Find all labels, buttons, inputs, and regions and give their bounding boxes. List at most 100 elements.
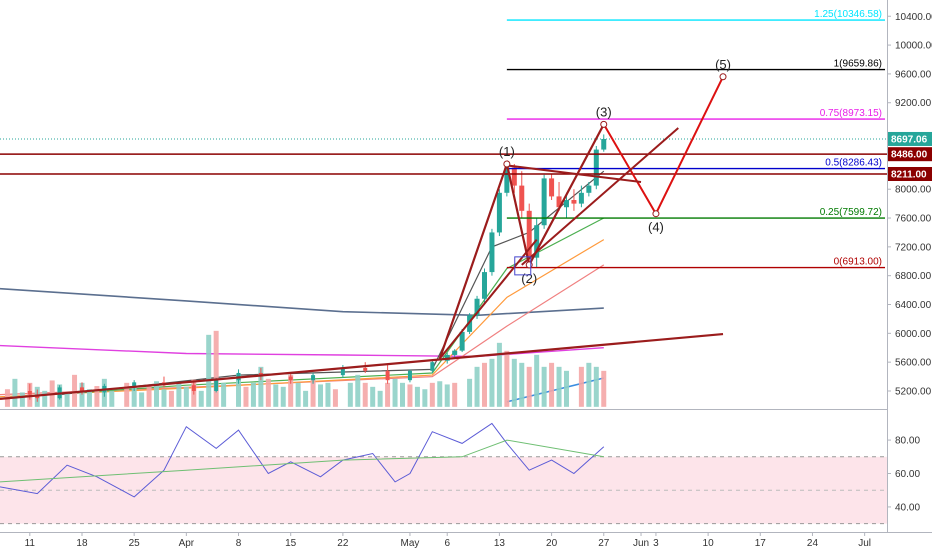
- price-axis[interactable]: 5200.00 5600.00 6000.00 6400.00 6800.00 7200.…: [887, 12, 932, 398]
- grid-lines: [0, 456, 887, 525]
- volume-bar: [452, 382, 458, 407]
- volume-bar: [325, 382, 331, 407]
- candle-body: [311, 375, 316, 381]
- price-tag-label: 8486.00: [891, 150, 928, 161]
- candle-body: [340, 367, 345, 376]
- volume-bar: [86, 389, 92, 407]
- wedge-lower-line: [521, 127, 679, 266]
- candle-body: [132, 382, 137, 386]
- rsi-line: [0, 422, 605, 498]
- wave-label: (3): [596, 104, 612, 119]
- wave-label: (4): [648, 220, 664, 235]
- price-tick-label: 6400.00: [895, 300, 932, 311]
- volume-bar: [12, 378, 18, 407]
- volume-bar: [280, 386, 286, 407]
- volume-bar: [392, 378, 398, 407]
- price-tag: [888, 147, 932, 162]
- price-tick-label: 7600.00: [895, 214, 932, 225]
- fib-level-label: 0(6913.00): [834, 257, 882, 268]
- price-tick-label: 9200.00: [895, 98, 932, 109]
- volume-bar: [250, 382, 256, 407]
- volume-bar: [578, 366, 584, 407]
- candle-body: [519, 185, 525, 211]
- time-tick-label: 18: [76, 538, 88, 549]
- wave-point: [719, 73, 727, 81]
- price-pane[interactable]: [0, 0, 887, 409]
- candle-body: [526, 210, 532, 258]
- volume-bar: [64, 392, 70, 407]
- ma-100-line: [0, 344, 604, 358]
- candle-body: [541, 178, 547, 226]
- time-tick-label: May: [401, 538, 420, 549]
- volume-bar: [42, 390, 48, 407]
- price-tick-label: 10000.00: [895, 41, 932, 52]
- indicator-lines: [0, 170, 607, 498]
- volume-bar: [131, 387, 137, 407]
- volume-bar: [385, 382, 391, 407]
- time-tick-label: Jul: [858, 538, 871, 549]
- volume-bar: [310, 378, 316, 407]
- time-tick-label: Apr: [179, 538, 195, 549]
- candle-body: [481, 272, 487, 299]
- volume-bar: [370, 386, 376, 407]
- candle-body: [578, 192, 584, 204]
- volume-bar: [355, 374, 361, 407]
- trend-segment-line: [438, 239, 538, 360]
- candle-body: [534, 225, 540, 258]
- candle-body: [385, 370, 390, 381]
- volume-bar: [400, 382, 406, 407]
- candle-body: [288, 376, 293, 381]
- time-tick-label: 15: [285, 538, 297, 549]
- volume-bar: [19, 392, 25, 407]
- candle-body: [363, 367, 368, 371]
- fib-level-label: 0.75(8973.15): [820, 108, 882, 119]
- time-tick-label: 27: [598, 538, 610, 549]
- candle-body: [549, 178, 555, 197]
- volume-bar: [124, 382, 130, 407]
- price-tick-label: 5200.00: [895, 386, 932, 397]
- volume-bar: [161, 389, 167, 407]
- time-tick-label: 24: [807, 538, 819, 549]
- volume-bar: [422, 389, 428, 407]
- candle-body: [79, 387, 84, 393]
- volume-bar: [489, 358, 495, 407]
- wave-point: [652, 210, 660, 218]
- volume-bar: [467, 378, 473, 407]
- elliott-waves: (1) (2) (3) (4) (5): [0, 57, 731, 401]
- rsi-axis[interactable]: 40.00 60.00 80.00: [887, 436, 920, 514]
- volume-bar: [206, 334, 212, 407]
- volume-bar: [414, 386, 420, 407]
- price-tick-label: 6800.00: [895, 271, 932, 282]
- candle-body: [601, 138, 607, 150]
- volume-bar: [496, 342, 502, 407]
- candle-body: [496, 192, 502, 233]
- volume-bar: [541, 366, 547, 407]
- volume-bar: [176, 382, 182, 407]
- time-tick-label: Jun: [633, 538, 649, 549]
- volume-bar: [154, 381, 160, 407]
- candle-body: [571, 200, 577, 204]
- wave-2-box: [514, 256, 532, 276]
- fib-level-label: 1(9659.86): [834, 59, 882, 70]
- volume-bar: [474, 366, 480, 407]
- price-tick-label: 5600.00: [895, 358, 932, 369]
- rsi-ma-line: [0, 439, 604, 483]
- candle-body: [407, 370, 412, 381]
- fib-levels: 1.25(10346.58) 1(9659.86) 0.75(8973.15) 0.5…: [0, 9, 887, 269]
- rsi-tick-label: 40.00: [895, 502, 920, 513]
- volume-bar: [519, 362, 525, 407]
- price-tag: [888, 166, 932, 181]
- volume-bar: [504, 350, 510, 407]
- volume-bar: [332, 389, 338, 407]
- wave-point: [600, 120, 608, 128]
- volume-bar: [481, 362, 487, 407]
- volume-bar: [444, 384, 450, 407]
- fib-level-label: 0.25(7599.72): [820, 207, 882, 218]
- time-axis[interactable]: 11 18 25 Apr 8 15 22 May 6 13 20 27 Jun 3 10 17 24 Jul: [25, 532, 871, 549]
- volume-bar: [303, 390, 309, 407]
- volume-bar: [94, 386, 100, 407]
- time-tick-label: 25: [129, 538, 141, 549]
- price-tick-label: 7200.00: [895, 242, 932, 253]
- fib-level-label: 1.25(10346.58): [814, 9, 882, 20]
